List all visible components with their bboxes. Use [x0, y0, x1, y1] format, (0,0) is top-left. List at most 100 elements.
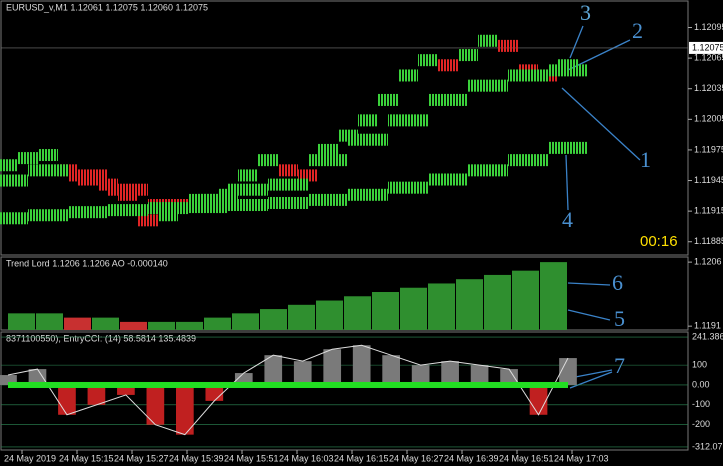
ribbon-segment — [28, 209, 68, 222]
ribbon-segment — [258, 154, 278, 167]
trend-bar — [456, 279, 483, 330]
trend-bar — [372, 292, 399, 330]
ribbon-segment — [388, 114, 428, 127]
ribbon-segment — [38, 149, 58, 162]
trend-title: Trend Lord 1.1206 1.1206 AO -0.000140 — [6, 258, 168, 268]
ribbon-segment — [0, 174, 28, 187]
ribbon-segment — [318, 143, 338, 156]
ribbon-segment — [308, 154, 348, 167]
ribbon-segment — [458, 49, 478, 62]
y-tick-label: 241.3864 — [692, 331, 723, 341]
y-tick-label: 1.12095 — [694, 22, 723, 32]
cci-bar — [293, 361, 312, 385]
y-tick-label: 1.12065 — [694, 52, 723, 62]
trend-bar — [92, 317, 119, 330]
ribbon-segment — [428, 93, 468, 106]
trend-bar — [512, 270, 539, 330]
cci-bar — [146, 384, 165, 425]
y-tick-label: 1.1206 — [694, 256, 722, 266]
current-price-box — [689, 41, 723, 54]
ribbon-segment — [398, 69, 418, 82]
cci-bar — [176, 384, 194, 435]
cci-bar — [323, 349, 342, 385]
trend-bar — [484, 274, 511, 330]
ribbon-segment — [478, 34, 498, 47]
x-tick-label: 24 May 16:03 — [279, 453, 334, 463]
trend-bar — [120, 321, 147, 330]
ribbon-segment — [548, 64, 588, 77]
ribbon-segment — [508, 69, 548, 82]
cci-bar — [441, 361, 459, 385]
ribbon-segment — [428, 173, 468, 186]
y-tick-label: 1.1191 — [694, 321, 721, 331]
cci-bar — [529, 384, 548, 415]
y-tick-label: 1.11975 — [694, 144, 723, 154]
ribbon-segment — [238, 169, 258, 182]
cci-bar — [352, 345, 371, 385]
y-tick-label: -100 — [692, 399, 710, 409]
current-price-label: 1.12075 — [692, 42, 723, 52]
ribbon-segment — [438, 59, 458, 72]
ribbon-segment — [498, 39, 518, 52]
ribbon-segment — [68, 206, 108, 219]
price-frame — [0, 0, 689, 256]
cci-bar — [500, 369, 518, 385]
y-tick-label: -312.0717 — [692, 441, 723, 451]
ribbon-segment — [268, 178, 308, 191]
ribbon-segment — [348, 188, 388, 201]
annotation: 4 — [562, 207, 573, 232]
trend-bar — [428, 283, 455, 330]
ribbon-segment — [548, 141, 588, 154]
ribbon-segment — [108, 183, 148, 196]
trend-bar — [8, 313, 35, 330]
cci-bar — [58, 384, 76, 415]
timer: 00:16 — [640, 233, 678, 250]
x-tick-label: 24 May 17:03 — [554, 453, 609, 463]
cci-bar — [264, 355, 283, 385]
y-tick-label: 1.12005 — [694, 114, 723, 124]
annotation: 3 — [580, 0, 591, 25]
ribbon-segment — [148, 202, 188, 215]
cci-bar — [470, 365, 489, 385]
y-tick-label: 0.00 — [692, 379, 710, 389]
annotation: 1 — [640, 147, 651, 172]
cci-bar — [382, 355, 400, 385]
ribbon-segment — [108, 204, 148, 217]
cci-title: 8371100550), EntryCCI: (14) 58.5814 135.… — [6, 333, 196, 343]
cci-frame — [0, 331, 689, 451]
trend-bar — [316, 300, 343, 330]
annotation: 5 — [614, 306, 625, 331]
ribbon-segment — [468, 164, 508, 177]
x-tick-label: 24 May 15:15 — [59, 453, 114, 463]
ribbon-segment — [358, 114, 378, 127]
ribbon-segment — [0, 159, 18, 172]
trend-bar — [288, 304, 315, 330]
zero-band — [8, 381, 568, 388]
ribbon-segment — [418, 54, 438, 67]
y-tick-label: 1.12035 — [694, 83, 723, 93]
ribbon-segment — [0, 212, 28, 225]
cci-bar — [0, 375, 17, 385]
trend-bar — [344, 296, 371, 330]
cci-bar — [28, 369, 47, 385]
annotation: 7 — [614, 353, 625, 378]
ribbon-segment — [508, 154, 548, 167]
trend-bar — [64, 317, 91, 330]
cci-bar — [559, 358, 577, 385]
ribbon-segment — [388, 181, 428, 194]
x-tick-label: 24 May 16:39 — [444, 453, 499, 463]
x-tick-label: 24 May 16:15 — [334, 453, 389, 463]
x-tick-label: 24 May 15:27 — [114, 453, 169, 463]
x-tick-label: 24 May 15:39 — [169, 453, 224, 463]
ribbon-segment — [18, 152, 38, 165]
trend-bar — [176, 321, 203, 330]
ribbon-segment — [298, 169, 318, 182]
cci-line — [7, 344, 569, 436]
ribbon-segment — [348, 133, 388, 146]
ribbon-segment — [308, 193, 348, 206]
x-tick-label: 24 May 15:51 — [224, 453, 279, 463]
cci-bar — [411, 365, 430, 385]
cci-bar — [87, 384, 106, 405]
